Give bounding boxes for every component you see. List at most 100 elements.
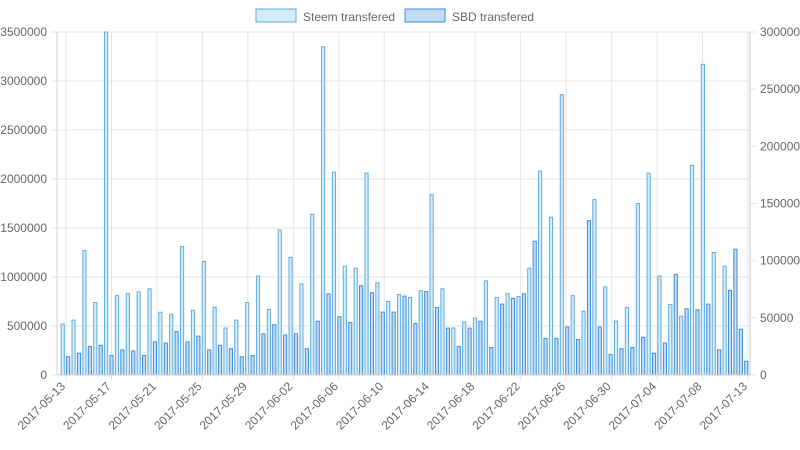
y-right-tick-label: 250000: [760, 82, 800, 96]
bar-sbd: [131, 350, 136, 376]
bar-steem: [646, 172, 651, 376]
bar-sbd: [76, 352, 82, 376]
bar-steem: [472, 317, 478, 376]
bar-steem: [668, 303, 673, 376]
x-tick-label: 2017-05-29: [197, 379, 251, 433]
bar-steem: [147, 288, 152, 376]
bar-sbd: [500, 303, 505, 376]
bar-steem: [104, 31, 109, 376]
bar-sbd: [521, 293, 526, 376]
bar-steem: [179, 246, 185, 376]
bar-sbd: [337, 316, 342, 376]
bar-sbd: [543, 337, 548, 376]
bar-steem: [114, 295, 120, 376]
bar-sbd: [120, 349, 125, 376]
x-tick-label: 2017-06-22: [469, 379, 523, 433]
bar-steem: [570, 295, 575, 376]
bar-sbd: [456, 345, 461, 376]
bar-steem: [397, 294, 402, 376]
bar-steem: [125, 293, 130, 376]
bar-steem: [679, 315, 684, 376]
x-tick-label: 2017-05-21: [106, 379, 160, 433]
bar-sbd: [445, 327, 450, 376]
x-tick-label: 2017-07-04: [606, 379, 660, 433]
legend-label-sbd: SBD transfered: [452, 10, 534, 24]
bar-steem: [592, 199, 597, 376]
bar-sbd: [196, 335, 201, 376]
x-tick-label: 2017-05-17: [60, 379, 114, 433]
bar-steem: [255, 275, 261, 376]
bar-sbd: [478, 320, 483, 376]
y-right-tick-label: 0: [760, 368, 767, 382]
y-right-tick-label: 150000: [760, 197, 800, 211]
legend-item-steem[interactable]: Steem transfered: [255, 8, 395, 24]
bar-steem: [505, 293, 510, 376]
bar-steem: [451, 327, 456, 376]
bar-steem: [136, 291, 141, 376]
bar-sbd: [163, 342, 168, 376]
legend-item-sbd[interactable]: SBD transfered: [404, 8, 534, 24]
bar-sbd: [207, 349, 212, 376]
bar-sbd: [174, 331, 179, 376]
bar-sbd: [293, 333, 299, 376]
bar-sbd: [684, 308, 689, 376]
bar-sbd: [738, 328, 743, 376]
bar-steem: [614, 320, 619, 376]
bar-steem: [158, 311, 163, 376]
bar-sbd: [727, 289, 733, 376]
y-left-tick-label: 3500000: [0, 25, 47, 39]
bar-steem: [386, 301, 391, 376]
legend-swatch-steem: [255, 8, 297, 23]
bar-sbd: [283, 334, 288, 376]
bar-sbd: [673, 273, 678, 376]
bar-sbd: [239, 356, 244, 376]
bar-sbd: [424, 291, 429, 376]
bar-sbd: [489, 347, 494, 376]
bar-sbd: [619, 348, 624, 376]
bar-steem: [364, 172, 369, 376]
bar-steem: [527, 267, 532, 376]
y-left-tick-label: 0: [40, 368, 47, 382]
bar-steem: [635, 203, 640, 376]
bar-steem: [559, 94, 564, 376]
bar-sbd: [380, 311, 385, 376]
y-right-tick-label: 300000: [760, 25, 800, 39]
bar-steem: [494, 297, 499, 376]
bar-steem: [462, 321, 467, 376]
bar-steem: [418, 290, 423, 376]
bar-sbd: [250, 355, 255, 376]
bar-steem: [700, 63, 705, 376]
x-tick-label: 2017-06-26: [515, 379, 569, 433]
bar-sbd: [651, 352, 657, 376]
x-tick-label: 2017-05-25: [151, 379, 205, 433]
bar-steem: [657, 275, 662, 376]
x-tick-label: 2017-05-13: [15, 379, 69, 433]
bar-sbd: [706, 303, 711, 376]
bar-steem: [321, 46, 326, 376]
bar-steem: [483, 280, 488, 376]
bar-steem: [440, 288, 445, 376]
bar-steem: [223, 327, 228, 376]
bar-sbd: [304, 348, 309, 376]
bar-sbd: [744, 360, 749, 376]
bar-sbd: [434, 307, 440, 376]
legend-label-steem: Steem transfered: [303, 10, 395, 24]
bar-sbd: [217, 344, 223, 376]
bar-sbd: [315, 320, 320, 376]
bar-sbd: [391, 311, 396, 376]
bar-steem: [624, 306, 630, 376]
bar-steem: [201, 260, 206, 376]
bar-sbd: [576, 339, 581, 376]
bar-steem: [288, 256, 293, 376]
y-right-tick-label: 200000: [760, 139, 800, 153]
bars: [60, 31, 749, 376]
bar-steem: [581, 310, 586, 376]
x-tick-label: 2017-07-13: [697, 379, 751, 433]
legend-swatch-sbd: [404, 8, 446, 23]
bar-sbd: [467, 327, 472, 376]
bar-sbd: [359, 285, 364, 376]
bar-sbd: [641, 336, 646, 376]
bar-steem: [234, 319, 239, 376]
y-left-tick-label: 2000000: [0, 172, 47, 186]
bar-sbd: [608, 353, 613, 376]
